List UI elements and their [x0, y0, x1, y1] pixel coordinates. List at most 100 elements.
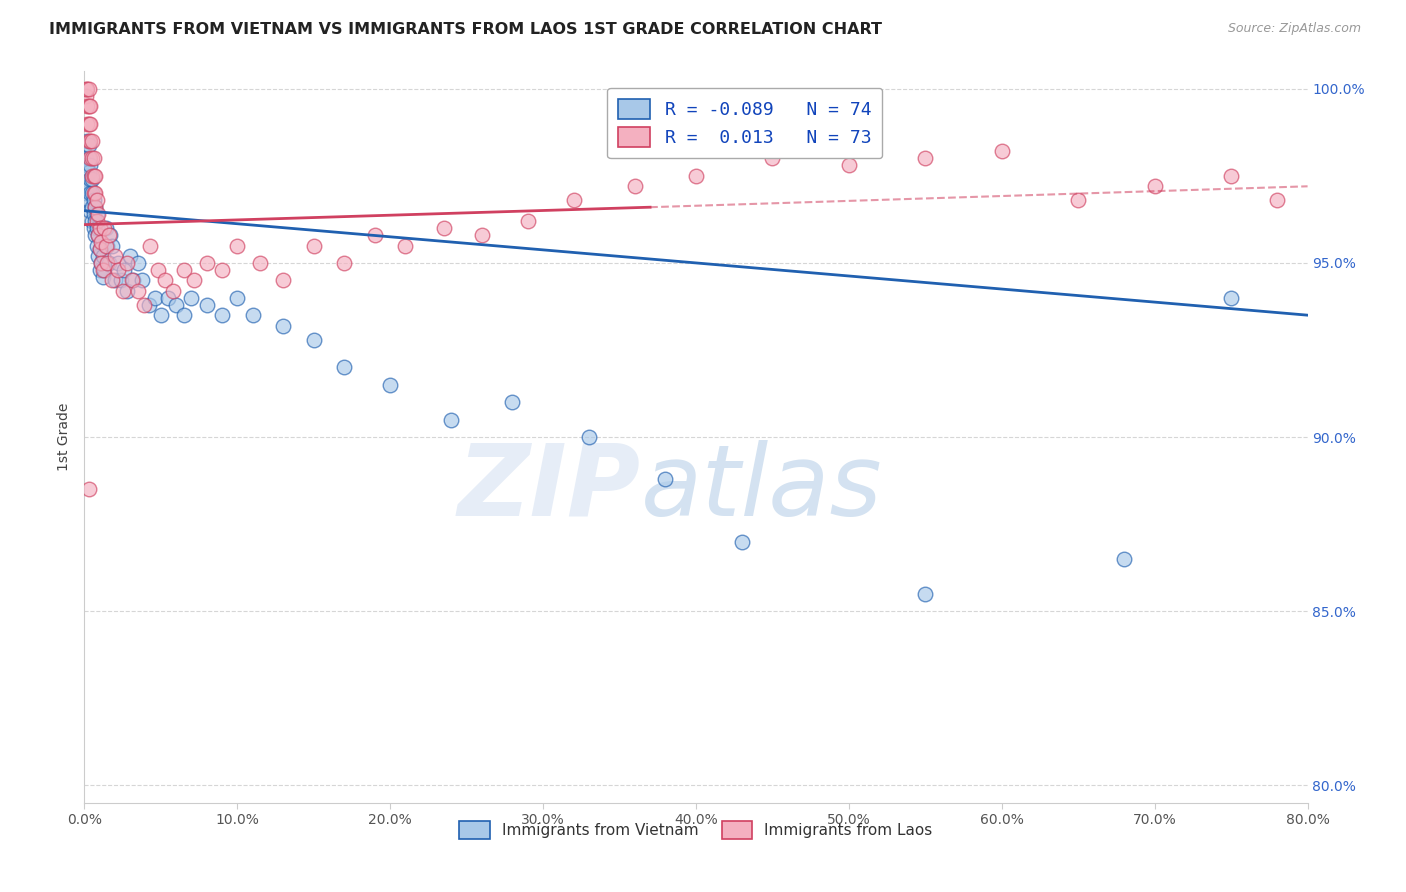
- Point: [157, 291, 180, 305]
- Point: [80, 152, 103, 166]
- Point: [1220, 169, 1243, 183]
- Point: [112, 263, 135, 277]
- Point: [180, 291, 202, 305]
- Point: [271, 273, 294, 287]
- Point: [155, 273, 177, 287]
- Point: [91, 263, 114, 277]
- Point: [380, 377, 402, 392]
- Point: [731, 534, 754, 549]
- Point: [90, 235, 112, 249]
- Point: [76, 169, 98, 183]
- Point: [77, 483, 100, 497]
- Point: [173, 308, 195, 322]
- Point: [1114, 552, 1136, 566]
- Point: [149, 308, 172, 322]
- Point: [211, 308, 233, 322]
- Point: [84, 200, 107, 214]
- Point: [471, 228, 494, 243]
- Point: [79, 203, 101, 218]
- Point: [89, 242, 111, 256]
- Point: [79, 117, 101, 131]
- Point: [394, 238, 416, 252]
- Point: [502, 395, 524, 409]
- Point: [80, 214, 103, 228]
- Point: [333, 360, 356, 375]
- Point: [440, 412, 463, 426]
- Point: [86, 238, 108, 252]
- Point: [77, 165, 100, 179]
- Point: [120, 249, 142, 263]
- Point: [75, 186, 97, 201]
- Point: [143, 291, 166, 305]
- Point: [121, 273, 143, 287]
- Point: [127, 256, 149, 270]
- Point: [107, 256, 129, 270]
- Text: ZIP: ZIP: [458, 440, 641, 537]
- Point: [271, 318, 294, 333]
- Point: [79, 158, 101, 172]
- Point: [122, 273, 145, 287]
- Point: [87, 207, 110, 221]
- Point: [77, 152, 100, 166]
- Point: [77, 137, 100, 152]
- Point: [77, 193, 100, 207]
- Point: [624, 179, 647, 194]
- Point: [364, 228, 387, 243]
- Point: [333, 256, 356, 270]
- Point: [76, 117, 98, 131]
- Point: [87, 249, 110, 263]
- Point: [93, 263, 115, 277]
- Point: [115, 256, 138, 270]
- Point: [94, 238, 117, 252]
- Point: [90, 256, 112, 270]
- Point: [76, 179, 98, 194]
- Point: [838, 158, 860, 172]
- Point: [86, 214, 108, 228]
- Point: [86, 221, 108, 235]
- Point: [83, 186, 105, 201]
- Point: [1143, 179, 1166, 194]
- Point: [87, 228, 110, 243]
- Point: [76, 158, 98, 172]
- Point: [83, 193, 105, 207]
- Point: [77, 179, 100, 194]
- Point: [76, 134, 98, 148]
- Point: [249, 256, 271, 270]
- Point: [302, 333, 325, 347]
- Point: [516, 214, 538, 228]
- Point: [139, 238, 162, 252]
- Point: [115, 284, 138, 298]
- Point: [91, 269, 114, 284]
- Point: [138, 298, 160, 312]
- Point: [96, 238, 118, 252]
- Point: [173, 263, 195, 277]
- Point: [97, 256, 120, 270]
- Legend: Immigrants from Vietnam, Immigrants from Laos: Immigrants from Vietnam, Immigrants from…: [451, 814, 941, 847]
- Point: [132, 298, 155, 312]
- Point: [86, 193, 108, 207]
- Point: [146, 263, 169, 277]
- Point: [183, 273, 205, 287]
- Point: [77, 99, 100, 113]
- Point: [226, 238, 249, 252]
- Point: [91, 249, 114, 263]
- Point: [79, 134, 101, 148]
- Text: Source: ZipAtlas.com: Source: ZipAtlas.com: [1227, 22, 1361, 36]
- Point: [80, 134, 103, 148]
- Point: [87, 228, 110, 243]
- Point: [80, 186, 103, 201]
- Point: [75, 169, 97, 183]
- Point: [79, 99, 101, 113]
- Point: [79, 152, 101, 166]
- Point: [76, 82, 98, 96]
- Point: [1067, 193, 1090, 207]
- Point: [75, 82, 97, 96]
- Point: [86, 207, 108, 221]
- Point: [83, 207, 105, 221]
- Point: [89, 242, 111, 256]
- Point: [991, 145, 1014, 159]
- Point: [654, 472, 676, 486]
- Point: [107, 263, 129, 277]
- Point: [131, 273, 153, 287]
- Point: [77, 134, 100, 148]
